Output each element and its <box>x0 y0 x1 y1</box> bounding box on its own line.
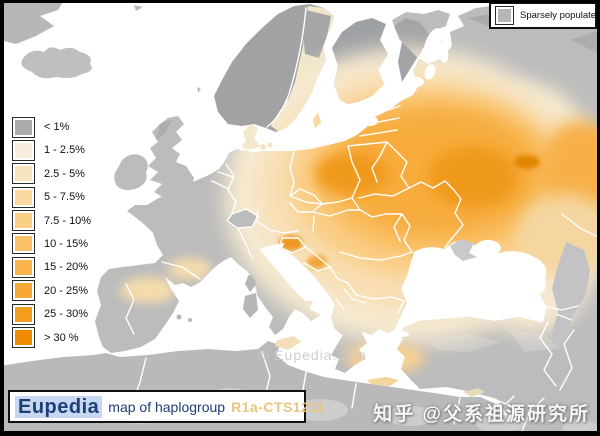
legend-label: 15 - 20% <box>44 261 89 274</box>
legend-label: 20 - 25% <box>44 284 89 297</box>
legend-swatch <box>12 303 35 325</box>
banner-title: map of haplogroup <box>108 398 226 415</box>
legend-label: > 30 % <box>44 331 79 344</box>
eupedia-logo: Eupedia <box>15 395 103 418</box>
legend-item: 20 - 25% <box>12 280 91 302</box>
legend-item: < 1% <box>12 116 91 138</box>
sparse-legend-label: Sparsely populated <box>520 10 600 21</box>
sparse-legend: Sparsely populated <box>489 2 600 29</box>
legend-item: 7.5 - 10% <box>12 210 92 232</box>
legend-item: 25 - 30% <box>12 303 91 325</box>
title-banner: Eupedia map of haplogroup R1a-CTS1211 <box>8 390 325 423</box>
legend-swatch <box>12 116 35 138</box>
seas <box>362 28 590 351</box>
eupedia-watermark: © Eupedia.com <box>258 347 367 363</box>
legend-label: 7.5 - 10% <box>44 214 92 227</box>
frame-top <box>0 0 600 3</box>
frame-left <box>0 0 4 436</box>
legend-item: > 30 % <box>12 327 91 349</box>
legend-item: 15 - 20% <box>12 256 91 278</box>
legend-swatch <box>12 210 35 232</box>
legend-label: 5 - 7.5% <box>44 191 85 204</box>
legend-label: 25 - 30% <box>44 308 89 321</box>
legend-swatch <box>12 280 35 302</box>
legend-swatch <box>12 139 35 161</box>
percentage-legend: < 1% 1 - 2.5% 2.5 - 5% 5 - 7.5% 7.5 - 10% 10 … <box>12 116 92 349</box>
zhihu-watermark: 知乎 @父系祖源研究所 <box>373 404 590 425</box>
legend-swatch <box>12 186 35 208</box>
frame-right <box>597 0 600 436</box>
legend-label: 2.5 - 5% <box>44 167 85 180</box>
legend-swatch <box>12 256 35 278</box>
sparse-legend-swatch <box>495 6 514 25</box>
legend-label: < 1% <box>44 121 70 133</box>
frame-bottom <box>0 431 600 436</box>
crimea <box>450 239 477 261</box>
caspian-sea <box>552 242 590 351</box>
legend-label: 10 - 15% <box>44 237 89 250</box>
legend-item: 2.5 - 5% <box>12 163 91 185</box>
legend-item: 10 - 15% <box>12 233 91 255</box>
legend-item: 1 - 2.5% <box>12 139 91 161</box>
bosporus-strait <box>392 327 404 335</box>
legend-swatch <box>12 233 35 255</box>
haplogroup-name: R1a-CTS1211 <box>231 398 326 415</box>
legend-swatch <box>12 163 35 185</box>
legend-swatch <box>12 327 35 349</box>
legend-item: 5 - 7.5% <box>12 186 91 208</box>
country-borders <box>125 7 597 436</box>
legend-label: 1 - 2.5% <box>44 144 85 157</box>
